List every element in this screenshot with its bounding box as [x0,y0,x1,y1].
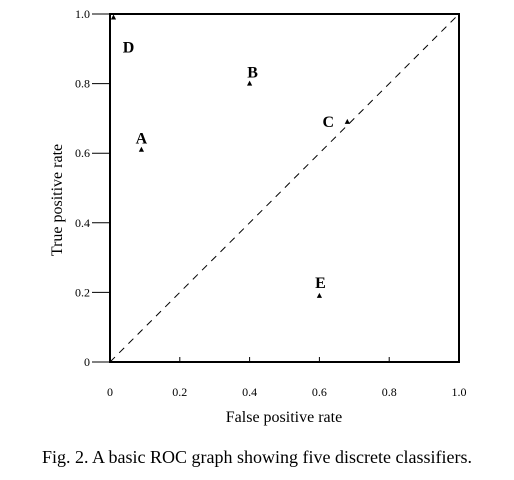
classifier-point-b [247,80,253,86]
x-tick-label: 1.0 [452,385,467,399]
classifier-label-a: A [136,131,148,148]
y-tick-label: 0 [84,355,90,369]
x-axis: 0 0.2 0.4 0.6 0.8 1.0 [107,357,467,399]
roc-chart: 00.20.40.60.81.0 0 0.2 0.4 0.6 0.8 1.0 ABCDE … [49,7,467,426]
x-tick-label: 0 [107,385,113,399]
random-guess-diagonal [109,13,460,363]
y-tick-label: 1.0 [75,7,90,21]
x-tick-label: 0.2 [172,385,187,399]
classifier-point-e [316,292,322,298]
figure-caption: Fig. 2. A basic ROC graph showing five d… [42,447,472,467]
x-tick-label: 0.6 [312,385,327,399]
classifier-point-a [138,146,145,152]
classifier-point-d [110,14,117,20]
y-axis: 0 0.2 0.4 0.6 0.8 1.0 [75,7,110,369]
classifier-point-c [344,118,350,124]
y-axis-title: True positive rate [49,144,66,256]
y-tick-label: 0.8 [75,77,90,91]
y-tick-label: 0.2 [75,285,90,299]
classifier-points: A B C D E [110,14,350,298]
classifier-label-b: B [247,65,258,82]
plot-frame [109,13,460,363]
classifier-label-c: C [323,114,335,131]
x-tick-label: 0.4 [242,385,257,399]
y-tick-label: 0.4 [75,216,90,230]
x-axis-title: False positive rate [226,409,342,426]
classifier-label-e: E [315,275,326,292]
classifier-label-d: D [123,39,135,56]
x-tick-label: 0.8 [382,385,397,399]
y-tick-label: 0.6 [75,146,90,160]
